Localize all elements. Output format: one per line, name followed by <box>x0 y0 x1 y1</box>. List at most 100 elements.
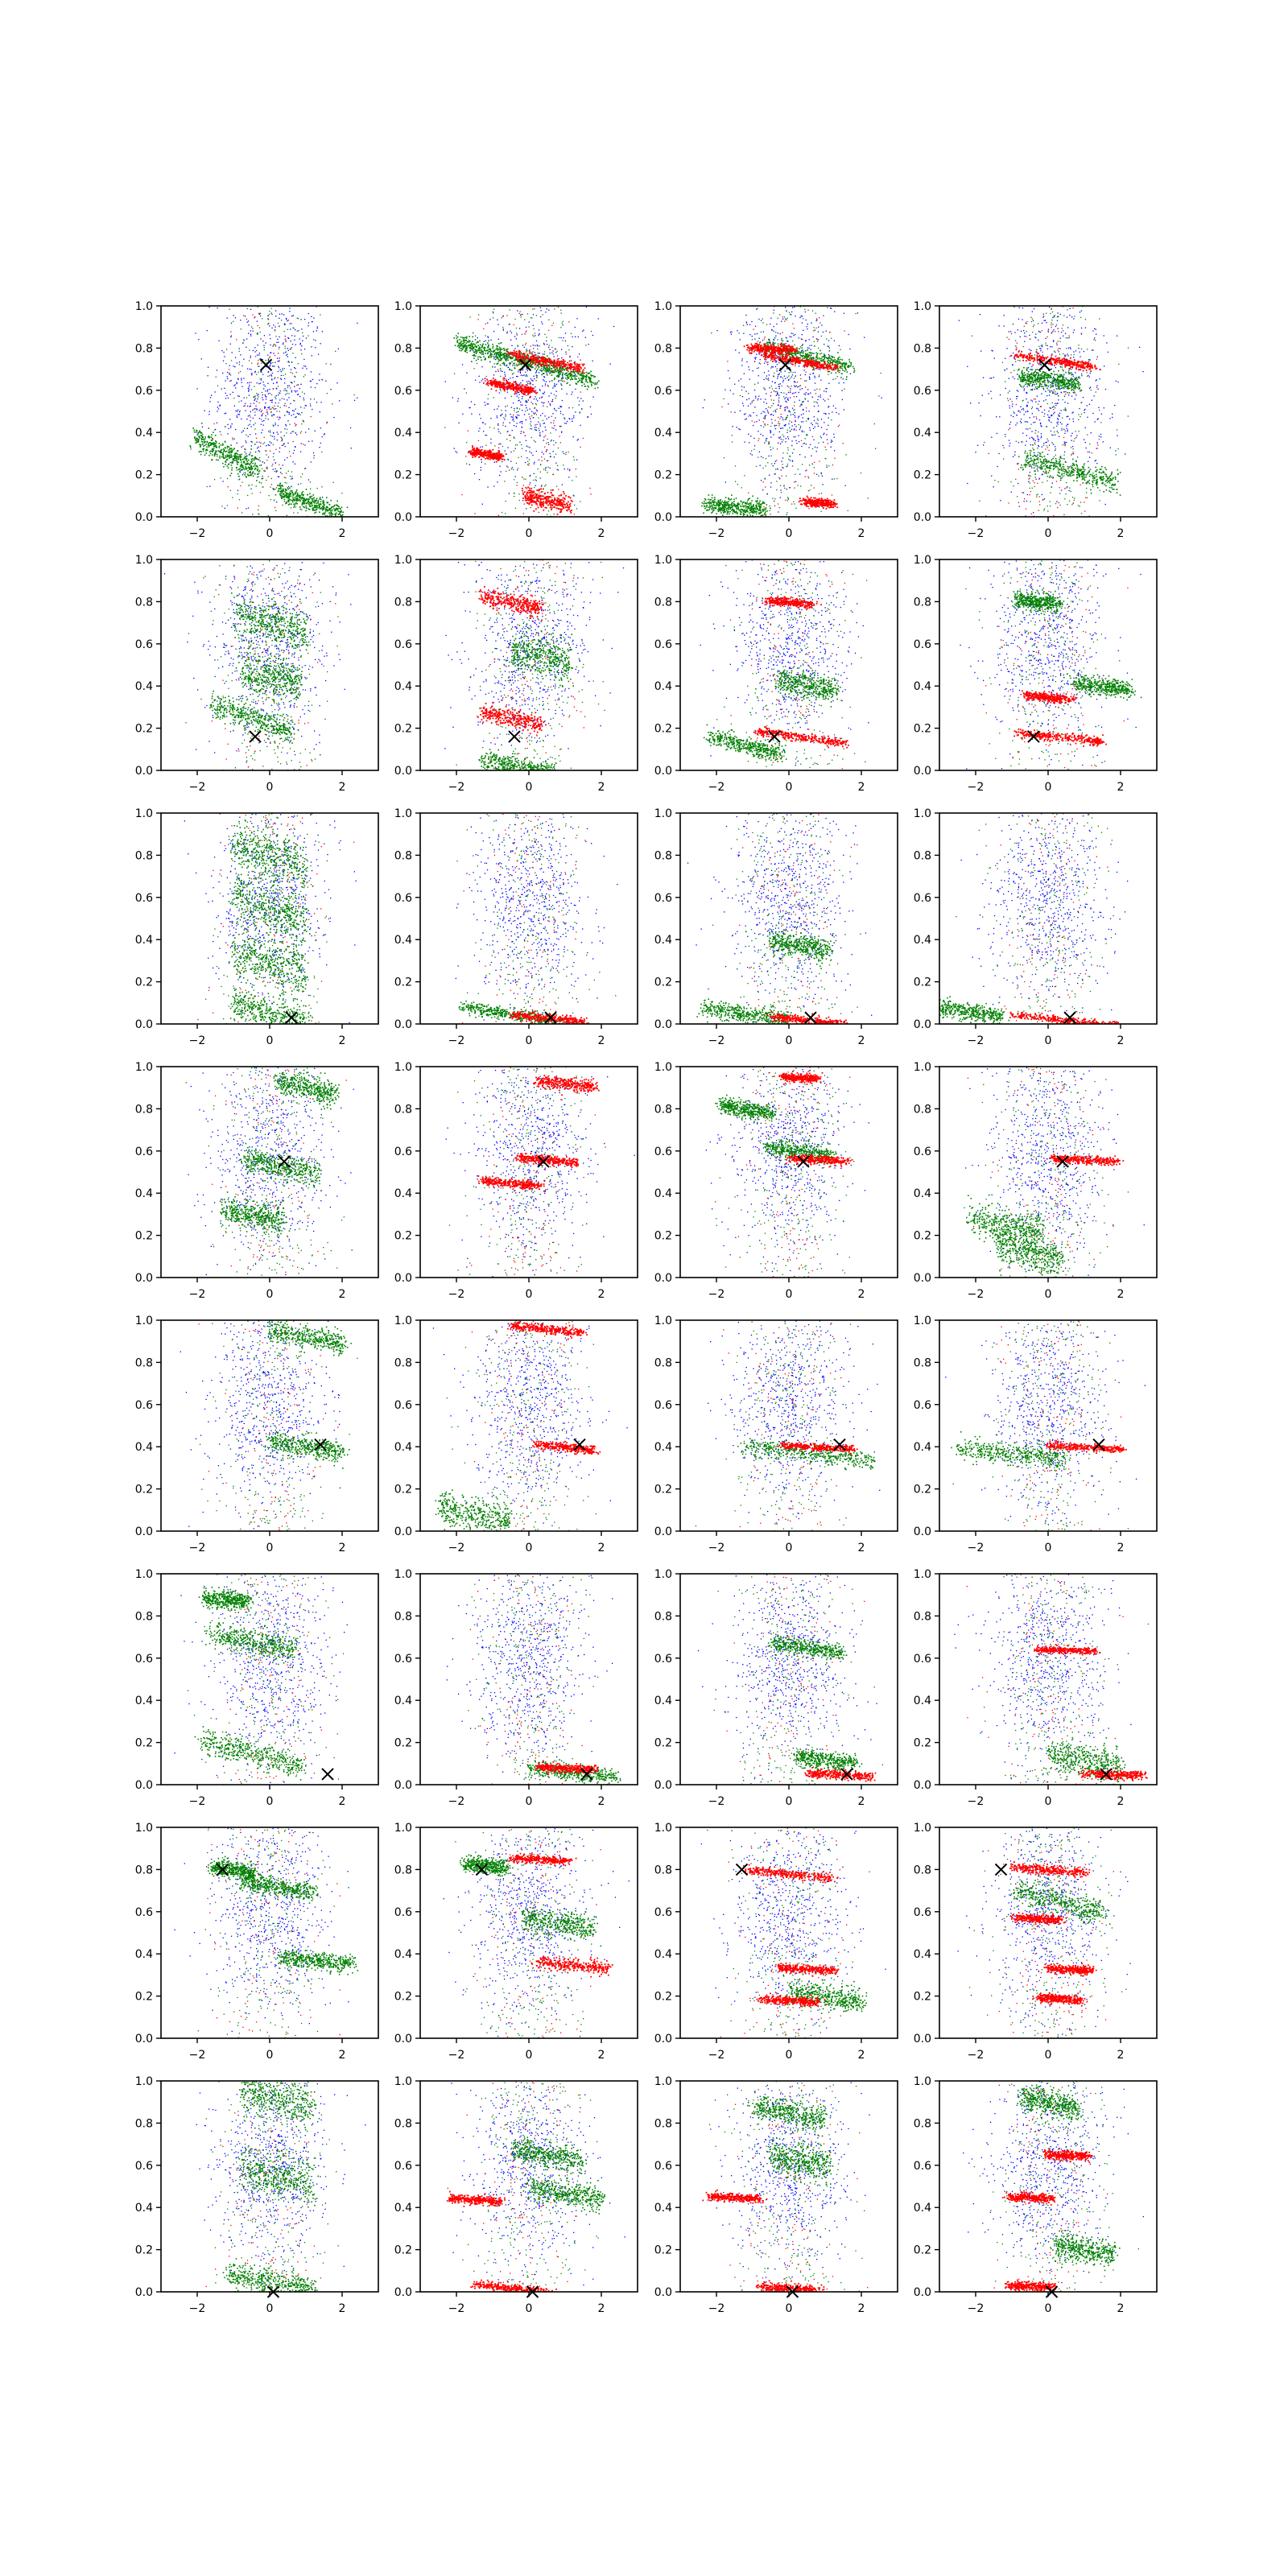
data-point <box>301 423 302 424</box>
data-point <box>257 410 258 411</box>
data-point <box>295 493 297 494</box>
data-point <box>542 314 543 315</box>
data-point <box>477 349 479 351</box>
data-point <box>239 396 240 397</box>
data-point <box>591 414 592 415</box>
data-point <box>473 355 475 357</box>
data-point <box>240 371 241 372</box>
data-point <box>192 427 194 429</box>
data-point <box>244 469 245 470</box>
data-point <box>261 464 262 466</box>
data-point <box>516 376 517 377</box>
data-point <box>573 366 575 368</box>
data-point <box>567 506 568 508</box>
data-point <box>354 394 355 395</box>
data-point <box>493 378 494 379</box>
data-point <box>200 444 202 446</box>
data-point <box>273 407 274 408</box>
data-point <box>278 342 279 343</box>
data-point <box>456 335 457 336</box>
data-point <box>571 377 572 378</box>
data-point <box>546 467 547 468</box>
data-point <box>308 428 309 429</box>
data-point <box>502 459 504 460</box>
data-point <box>237 473 239 475</box>
data-point <box>543 502 544 504</box>
data-point <box>283 398 284 399</box>
data-point <box>243 315 244 316</box>
data-point <box>559 502 561 503</box>
data-point <box>476 453 477 455</box>
data-point <box>581 379 583 381</box>
data-point <box>312 379 313 380</box>
data-point <box>487 342 489 344</box>
data-point <box>227 486 228 487</box>
data-point <box>258 459 260 460</box>
data-point <box>200 435 202 436</box>
data-point <box>202 434 204 436</box>
data-point <box>319 506 320 507</box>
data-point <box>522 500 523 501</box>
data-point <box>508 383 510 385</box>
data-point <box>300 483 301 484</box>
data-point <box>563 368 564 369</box>
data-point <box>232 497 233 498</box>
data-point <box>543 510 544 511</box>
data-point <box>204 438 206 440</box>
data-point <box>505 451 506 452</box>
data-point <box>539 497 541 499</box>
data-point <box>329 514 331 516</box>
data-point <box>480 345 481 346</box>
data-point <box>457 401 458 402</box>
data-point <box>534 462 535 463</box>
data-point <box>529 489 530 491</box>
data-point <box>487 403 488 404</box>
data-point <box>541 368 543 369</box>
data-point <box>273 453 274 454</box>
data-point <box>263 420 264 421</box>
data-point <box>342 512 344 514</box>
data-point <box>565 495 567 497</box>
data-point <box>482 504 483 505</box>
data-point <box>285 388 286 389</box>
data-point <box>269 334 270 335</box>
data-point <box>538 422 539 423</box>
data-point <box>550 453 551 454</box>
data-point <box>555 454 556 455</box>
data-point <box>564 374 566 375</box>
data-point <box>484 359 485 361</box>
data-point <box>211 434 213 436</box>
data-point <box>535 366 536 367</box>
y-tick-label: 0.4 <box>135 427 153 440</box>
data-point <box>511 386 513 387</box>
data-point <box>308 503 310 505</box>
data-point <box>578 378 580 379</box>
data-point <box>336 501 338 502</box>
data-point <box>503 353 505 355</box>
data-point <box>303 495 304 497</box>
data-point <box>587 389 588 390</box>
data-point <box>497 348 498 349</box>
data-point <box>551 352 552 353</box>
data-point <box>256 393 257 394</box>
data-point <box>200 451 202 452</box>
data-point <box>518 356 519 357</box>
data-point <box>279 491 281 493</box>
data-point <box>271 415 272 416</box>
data-point <box>320 499 322 501</box>
data-point <box>260 460 261 461</box>
data-point <box>222 444 224 445</box>
data-point <box>480 348 481 349</box>
data-point <box>246 477 247 478</box>
data-point <box>245 464 246 465</box>
data-point <box>507 357 509 359</box>
data-point <box>503 382 505 384</box>
data-point <box>225 455 227 456</box>
data-point <box>520 404 521 405</box>
subplot-r1-c3: −2 0 20.00.20.40.60.81.0 <box>654 300 898 540</box>
data-point <box>530 488 532 489</box>
data-point <box>495 349 497 350</box>
data-point <box>272 365 273 366</box>
data-point <box>545 385 546 386</box>
data-point <box>289 492 291 493</box>
